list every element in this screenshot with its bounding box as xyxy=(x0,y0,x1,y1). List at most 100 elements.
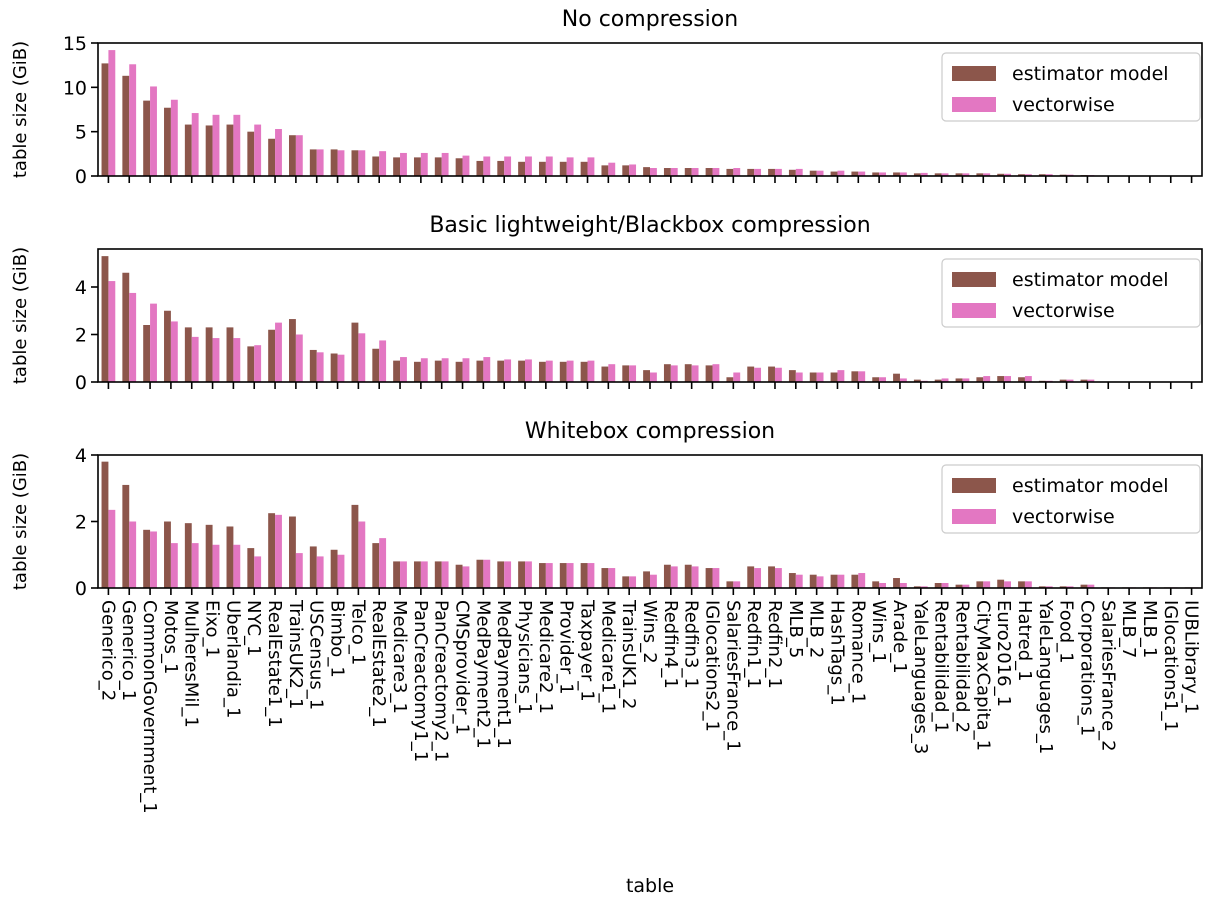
bar-vectorwise-PanCreactomy1_1 xyxy=(420,152,428,176)
bar-vectorwise-Wins_2 xyxy=(650,372,657,382)
bar-estimator-model-Hatred_1 xyxy=(1018,174,1025,176)
y-tick-label: 0 xyxy=(75,166,87,188)
bar-vectorwise-PanCreactomy2_1 xyxy=(441,152,449,176)
bar-vectorwise-PanCreactomy1_1 xyxy=(420,358,428,382)
bar-estimator-model-Uberlandia_1 xyxy=(226,124,234,176)
bar-estimator-model-Redfin4_1 xyxy=(663,364,671,382)
legend: estimator model vectorwise xyxy=(941,464,1201,534)
bar-vectorwise-MedPayment1_1 xyxy=(504,561,512,588)
x-tick-label: PanCreactomy2_1 xyxy=(431,600,452,762)
bar-estimator-model-Taxpayer_1 xyxy=(580,161,588,176)
bar-estimator-model-Provider_1 xyxy=(559,563,567,588)
y-tick-label: 2 xyxy=(75,512,87,534)
bar-estimator-model-Redfin2_1 xyxy=(768,366,775,382)
bar-vectorwise-Bimbo_1 xyxy=(337,150,345,176)
bar-estimator-model-TrainsUK1_2 xyxy=(622,576,630,588)
bar-vectorwise-RealEstate1_1 xyxy=(275,129,282,176)
legend-label-vectorwise: vectorwise xyxy=(1012,300,1115,322)
bar-estimator-model-RealEstate1_1 xyxy=(268,329,276,382)
bar-vectorwise-HashTags_1 xyxy=(837,170,845,176)
bar-vectorwise-Redfin1_1 xyxy=(754,367,762,382)
bar-estimator-model-Medicare2_1 xyxy=(538,361,546,382)
bar-estimator-model-Rentabilidad_1 xyxy=(934,379,942,383)
x-tick-label: IGlocations2_1 xyxy=(701,600,722,732)
x-ticks xyxy=(107,588,1193,595)
bar-vectorwise-IGlocations2_1 xyxy=(712,568,720,588)
bar-estimator-model-Generico_2 xyxy=(101,461,109,588)
x-tick-label: Medicare1_1 xyxy=(597,600,618,714)
bar-estimator-model-Redfin2_1 xyxy=(768,566,775,588)
y-axis-label: table size (GiB) xyxy=(10,41,31,178)
legend-label-estimator-model: estimator model xyxy=(1012,63,1169,85)
bar-vectorwise-Redfin2_1 xyxy=(774,568,782,588)
x-tick-label: Redfin1_1 xyxy=(743,600,764,689)
bar-estimator-model-CityMaxCapita_1 xyxy=(976,377,984,382)
bar-estimator-model-Medicare3_1 xyxy=(393,561,401,588)
bar-estimator-model-Physicians_1 xyxy=(518,360,526,383)
bar-vectorwise-Arade_1 xyxy=(899,378,907,382)
bar-vectorwise-PanCreactomy2_1 xyxy=(441,561,449,588)
bar-vectorwise-CommonGovernment_1 xyxy=(150,86,157,176)
bar-vectorwise-Corporations_1 xyxy=(1087,584,1095,588)
bar-vectorwise-MulheresMil_1 xyxy=(191,336,199,383)
x-axis-label: table xyxy=(626,875,674,897)
x-tick-label: TrainsUK2_1 xyxy=(285,599,306,709)
legend-label-vectorwise: vectorwise xyxy=(1012,506,1115,528)
bar-vectorwise-NYC_1 xyxy=(254,345,262,382)
bar-vectorwise-Motos_1 xyxy=(170,543,178,588)
bar-estimator-model-CMSprovider_1 xyxy=(455,158,463,176)
bar-estimator-model-YaleLanguages_1 xyxy=(1038,174,1046,176)
bar-estimator-model-SalariesFrance_1 xyxy=(726,581,734,588)
bar-estimator-model-Medicare1_1 xyxy=(601,366,609,382)
x-tick-label: YaleLanguages_3 xyxy=(910,599,931,754)
bar-estimator-model-MLB_5 xyxy=(788,169,796,176)
bar-vectorwise-Uberlandia_1 xyxy=(233,338,241,382)
legend: estimator model vectorwise xyxy=(941,52,1201,122)
bar-estimator-model-MedPayment2_1 xyxy=(476,360,484,383)
bar-estimator-model-Generico_1 xyxy=(122,272,130,382)
legend-swatch-vectorwise xyxy=(952,303,996,318)
bar-vectorwise-Romance_1 xyxy=(858,171,866,176)
bar-vectorwise-MLB_2 xyxy=(816,372,824,382)
bar-estimator-model-Wins_2 xyxy=(643,370,650,383)
bar-vectorwise-Redfin2_1 xyxy=(774,168,782,176)
y-tick-label: 0 xyxy=(75,578,87,600)
bar-estimator-model-Eixo_1 xyxy=(205,125,213,176)
bar-vectorwise-Hatred_1 xyxy=(1024,581,1032,588)
bar-estimator-model-USCensus_1 xyxy=(309,349,317,382)
bar-vectorwise-NYC_1 xyxy=(254,556,262,588)
bar-estimator-model-Arade_1 xyxy=(893,578,900,588)
bar-estimator-model-Bimbo_1 xyxy=(330,549,338,588)
bar-vectorwise-CMSprovider_1 xyxy=(462,358,470,382)
bar-vectorwise-Medicare1_1 xyxy=(608,364,616,382)
bar-vectorwise-PanCreactomy2_1 xyxy=(441,358,449,382)
bar-vectorwise-CityMaxCapita_1 xyxy=(983,173,991,176)
bar-vectorwise-Arade_1 xyxy=(899,583,907,588)
bar-vectorwise-Romance_1 xyxy=(858,371,866,382)
bar-estimator-model-Wins_1 xyxy=(872,581,880,588)
bar-estimator-model-RealEstate1_1 xyxy=(268,513,276,588)
x-tick-label: Hatred_1 xyxy=(1014,600,1035,682)
bar-estimator-model-Medicare1_1 xyxy=(601,568,609,588)
x-tick-label: Taxpayer_1 xyxy=(577,599,598,702)
bar-estimator-model-Medicare3_1 xyxy=(393,360,401,383)
bar-vectorwise-Wins_1 xyxy=(879,377,886,382)
bar-estimator-model-Telco_1 xyxy=(351,150,359,176)
bar-estimator-model-Uberlandia_1 xyxy=(226,526,234,588)
bar-estimator-model-MLB_2 xyxy=(809,372,817,382)
bar-vectorwise-Wins_2 xyxy=(650,168,657,176)
x-tick-label: Wins_2 xyxy=(639,600,660,664)
bar-estimator-model-Romance_1 xyxy=(851,171,859,176)
bar-estimator-model-USCensus_1 xyxy=(309,149,317,176)
bar-vectorwise-IGlocations2_1 xyxy=(712,364,720,382)
bar-vectorwise-Redfin1_1 xyxy=(754,168,762,176)
bar-vectorwise-Medicare2_1 xyxy=(545,563,553,588)
bar-vectorwise-NYC_1 xyxy=(254,124,262,176)
bar-estimator-model-Medicare2_1 xyxy=(538,563,546,588)
bar-estimator-model-Rentabilidad_2 xyxy=(955,378,963,382)
bar-estimator-model-CityMaxCapita_1 xyxy=(976,173,984,176)
bar-vectorwise-CityMaxCapita_1 xyxy=(983,376,991,382)
x-tick-label: Wins_1 xyxy=(868,600,889,664)
